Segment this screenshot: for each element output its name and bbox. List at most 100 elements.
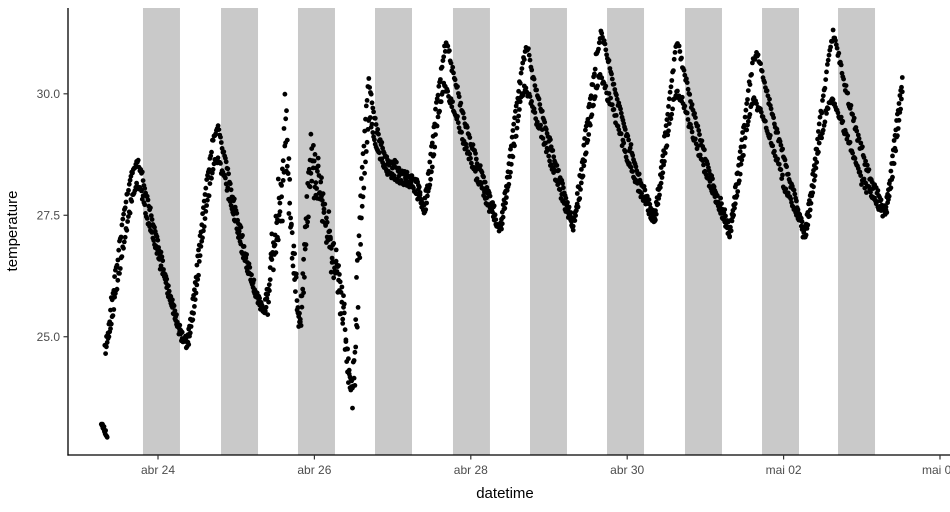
data-point [286,211,292,216]
data-point [350,405,355,411]
data-point [196,272,201,278]
data-point [439,64,445,70]
data-point [451,70,456,76]
data-point [370,105,376,111]
data-point [353,344,359,350]
data-point [396,165,402,171]
data-point [115,277,121,283]
data-point [609,102,615,108]
data-point [745,88,751,93]
data-point [817,114,823,120]
data-point [262,308,268,314]
data-point [346,367,352,373]
data-point [589,112,595,118]
data-point [707,179,713,184]
data-point [630,153,636,158]
data-point [657,192,662,198]
data-point [784,164,789,170]
data-point [123,199,129,205]
data-point [603,83,609,89]
data-point [357,255,363,261]
data-point [292,251,297,257]
data-point [814,159,820,165]
data-point [819,110,825,116]
data-point [630,169,635,174]
data-point [351,375,357,381]
data-point [119,254,125,259]
data-point [679,94,685,100]
night-band [838,8,876,455]
data-point [823,77,829,82]
data-point [669,111,675,117]
data-point [895,126,901,131]
data-point [149,230,155,235]
data-point [538,122,543,128]
data-point [231,211,236,217]
data-point [599,75,605,81]
data-point [682,103,688,109]
data-point [240,251,245,257]
data-point [429,140,435,146]
data-point [361,143,367,149]
data-point [435,92,441,98]
data-point [427,159,433,165]
data-point [149,217,155,222]
data-point [604,52,609,58]
data-point [198,244,204,249]
data-point [685,117,691,122]
x-axis-title: datetime [476,485,534,502]
data-point [510,128,516,133]
data-point [659,175,665,180]
data-point [666,104,671,109]
data-point [433,132,438,138]
data-point [108,326,113,332]
data-point [738,161,744,167]
data-point [210,167,216,172]
data-point [762,80,767,85]
data-point [290,263,296,269]
data-point [209,149,214,155]
y-axis-title: temperature [4,191,21,272]
data-point [333,247,339,253]
data-point [890,174,895,180]
night-band [684,8,722,455]
data-point [423,207,429,213]
data-point [215,123,221,129]
data-point [745,97,750,102]
data-point [223,175,228,181]
data-point [825,106,831,111]
data-point [693,115,698,120]
data-point [195,277,201,282]
data-point [170,305,175,310]
data-point [531,106,537,112]
data-point [499,226,504,232]
data-point [772,148,777,154]
data-point [625,133,631,139]
data-point [828,44,833,50]
data-point [104,340,110,345]
data-point [192,297,198,302]
data-point [854,128,860,134]
data-point [830,27,836,33]
data-point [234,226,240,232]
data-point [813,165,819,171]
data-point [820,93,826,99]
data-point [573,213,578,219]
data-point [372,115,378,121]
data-point [447,48,452,54]
data-point [807,207,813,213]
data-point [583,150,589,156]
data-point [124,227,130,233]
data-point [284,163,290,169]
data-point [852,156,858,161]
data-point [658,180,664,186]
data-point [153,243,159,249]
data-point [455,114,460,119]
data-point [636,171,642,177]
data-point [256,298,262,304]
data-point [467,151,473,157]
data-point [611,107,617,112]
data-point [820,127,826,133]
data-point [750,60,755,66]
